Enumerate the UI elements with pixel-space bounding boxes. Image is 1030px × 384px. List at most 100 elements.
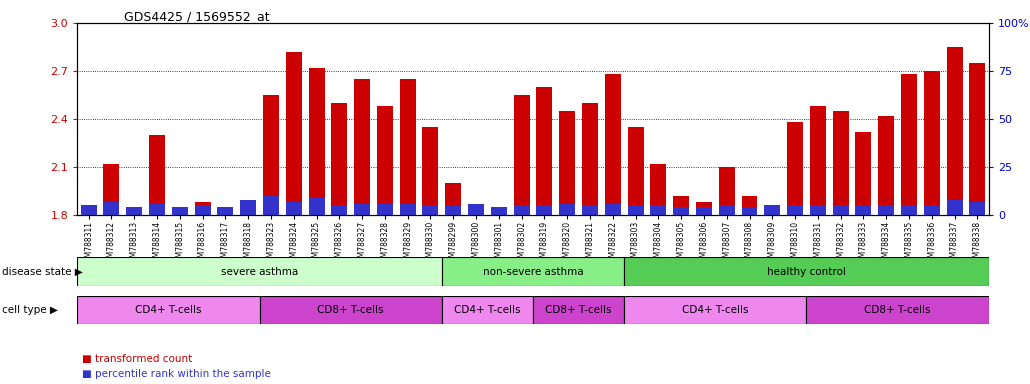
Bar bbox=[103, 202, 119, 215]
Bar bbox=[901, 74, 917, 215]
Text: CD8+ T-cells: CD8+ T-cells bbox=[545, 305, 612, 315]
Bar bbox=[787, 122, 803, 215]
Bar bbox=[537, 87, 552, 215]
Bar bbox=[674, 196, 689, 215]
Bar bbox=[240, 202, 256, 215]
Bar bbox=[582, 103, 598, 215]
Bar bbox=[901, 205, 917, 215]
Bar bbox=[764, 207, 781, 215]
Bar bbox=[400, 204, 416, 215]
Bar bbox=[377, 204, 392, 215]
Bar bbox=[285, 52, 302, 215]
Bar bbox=[627, 205, 644, 215]
Bar bbox=[696, 202, 712, 215]
Bar bbox=[605, 74, 621, 215]
Bar bbox=[742, 196, 757, 215]
Bar bbox=[514, 205, 529, 215]
Bar bbox=[80, 205, 97, 215]
Bar bbox=[879, 205, 894, 215]
Bar bbox=[719, 167, 734, 215]
Bar bbox=[810, 106, 826, 215]
Text: ■ transformed count: ■ transformed count bbox=[82, 354, 193, 364]
Bar bbox=[559, 111, 575, 215]
Bar bbox=[856, 132, 871, 215]
Bar bbox=[309, 198, 324, 215]
Bar bbox=[787, 205, 803, 215]
Bar bbox=[947, 47, 963, 215]
Bar bbox=[127, 209, 142, 215]
Bar bbox=[650, 164, 666, 215]
Bar bbox=[764, 205, 781, 215]
Bar bbox=[742, 207, 757, 215]
Bar bbox=[442, 296, 534, 324]
Bar bbox=[491, 207, 507, 215]
Text: cell type ▶: cell type ▶ bbox=[2, 305, 58, 315]
Bar bbox=[832, 111, 849, 215]
Bar bbox=[103, 164, 119, 215]
Bar bbox=[832, 205, 849, 215]
Bar bbox=[127, 207, 142, 215]
Bar bbox=[172, 209, 187, 215]
Bar bbox=[947, 200, 963, 215]
Bar bbox=[149, 204, 165, 215]
Text: ■ percentile rank within the sample: ■ percentile rank within the sample bbox=[82, 369, 271, 379]
Bar bbox=[534, 296, 624, 324]
Bar bbox=[332, 205, 347, 215]
Bar bbox=[354, 204, 370, 215]
Bar bbox=[514, 95, 529, 215]
Bar bbox=[924, 71, 939, 215]
Text: CD4+ T-cells: CD4+ T-cells bbox=[454, 305, 521, 315]
Bar bbox=[172, 207, 187, 215]
Bar bbox=[719, 205, 734, 215]
Bar bbox=[674, 207, 689, 215]
Bar bbox=[605, 204, 621, 215]
Text: CD4+ T-cells: CD4+ T-cells bbox=[135, 305, 202, 315]
Bar bbox=[468, 204, 484, 215]
Text: non-severe asthma: non-severe asthma bbox=[483, 266, 583, 277]
Bar bbox=[624, 257, 989, 286]
Text: severe asthma: severe asthma bbox=[220, 266, 299, 277]
Bar bbox=[806, 296, 989, 324]
Bar bbox=[924, 205, 939, 215]
Bar bbox=[696, 207, 712, 215]
Bar bbox=[445, 205, 461, 215]
Bar bbox=[195, 205, 210, 215]
Bar bbox=[309, 68, 324, 215]
Bar bbox=[559, 204, 575, 215]
Bar bbox=[422, 127, 439, 215]
Bar bbox=[879, 116, 894, 215]
Bar bbox=[377, 106, 392, 215]
Bar bbox=[217, 207, 234, 215]
Bar bbox=[442, 257, 624, 286]
Bar bbox=[263, 95, 279, 215]
Bar bbox=[285, 202, 302, 215]
Bar bbox=[354, 79, 370, 215]
Bar bbox=[260, 296, 442, 324]
Text: CD8+ T-cells: CD8+ T-cells bbox=[317, 305, 384, 315]
Bar bbox=[240, 200, 256, 215]
Bar bbox=[422, 205, 439, 215]
Text: CD8+ T-cells: CD8+ T-cells bbox=[864, 305, 931, 315]
Bar bbox=[582, 205, 598, 215]
Bar bbox=[332, 103, 347, 215]
Bar bbox=[627, 127, 644, 215]
Bar bbox=[468, 204, 484, 215]
Bar bbox=[217, 207, 234, 215]
Bar bbox=[195, 202, 210, 215]
Bar bbox=[263, 196, 279, 215]
Bar bbox=[810, 205, 826, 215]
Bar bbox=[149, 135, 165, 215]
Bar bbox=[537, 205, 552, 215]
Bar bbox=[856, 205, 871, 215]
Text: GDS4425 / 1569552_at: GDS4425 / 1569552_at bbox=[124, 10, 269, 23]
Bar bbox=[445, 183, 461, 215]
Bar bbox=[80, 209, 97, 215]
Bar bbox=[491, 207, 507, 215]
Bar bbox=[77, 296, 260, 324]
Bar bbox=[77, 257, 442, 286]
Bar bbox=[624, 296, 806, 324]
Text: healthy control: healthy control bbox=[767, 266, 846, 277]
Bar bbox=[969, 63, 986, 215]
Text: disease state ▶: disease state ▶ bbox=[2, 266, 82, 277]
Bar bbox=[650, 205, 666, 215]
